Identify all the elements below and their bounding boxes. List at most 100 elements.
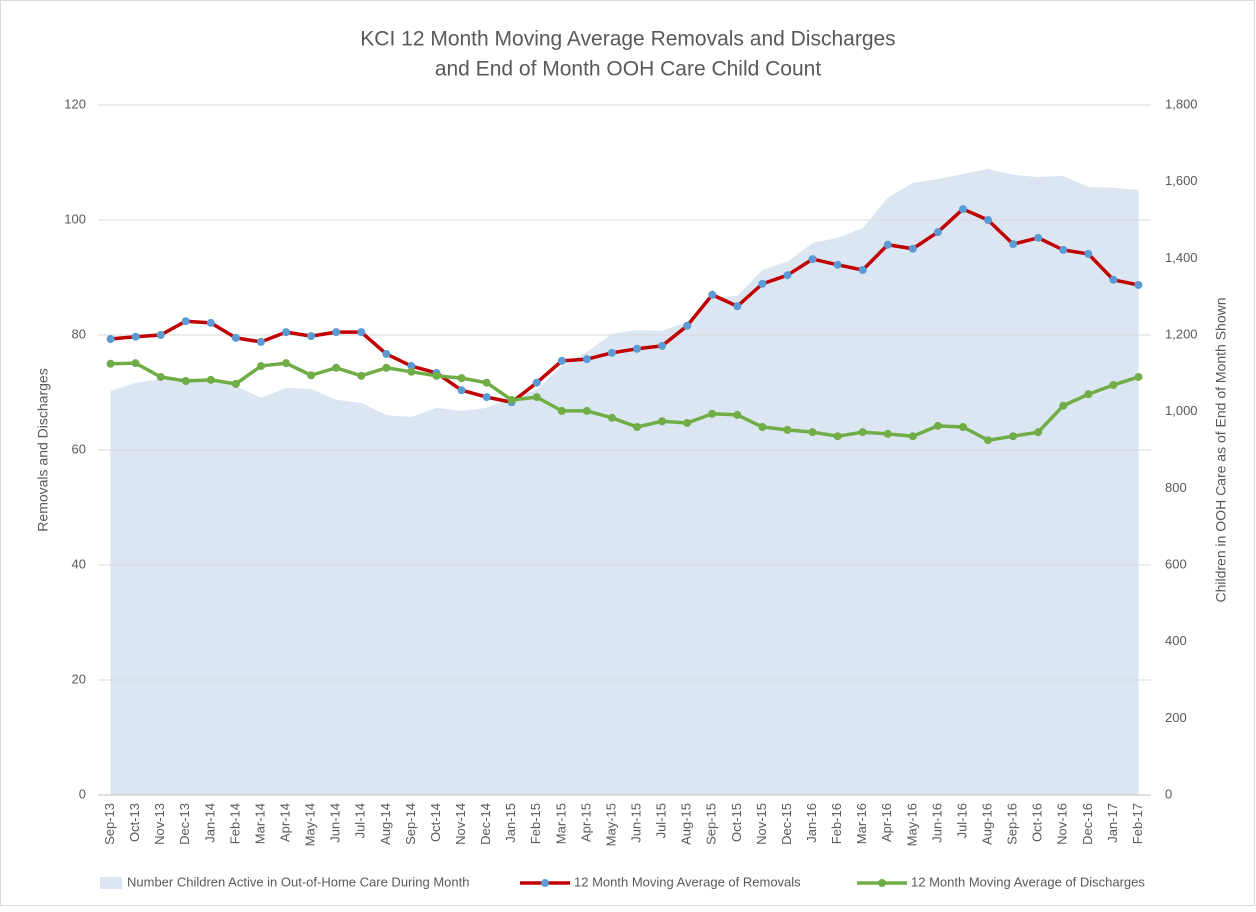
- marker: [883, 240, 892, 249]
- marker: [808, 428, 817, 437]
- marker: [908, 244, 917, 253]
- x-tick-label: Aug-16: [979, 803, 994, 845]
- marker: [256, 337, 265, 346]
- y2-tick-label: 1,000: [1165, 403, 1198, 418]
- marker: [256, 362, 265, 371]
- x-tick-label: Nov-14: [453, 803, 468, 845]
- marker: [758, 279, 767, 288]
- marker: [181, 377, 190, 385]
- x-tick-label: Aug-15: [679, 803, 694, 845]
- legend-label: Number Children Active in Out-of-Home Ca…: [127, 874, 469, 889]
- x-tick-label: Nov-13: [152, 803, 167, 845]
- marker: [332, 328, 341, 337]
- marker: [658, 417, 667, 426]
- marker: [658, 341, 667, 350]
- marker: [1134, 372, 1143, 381]
- marker: [933, 228, 942, 237]
- marker: [457, 386, 466, 395]
- legend-label: 12 Month Moving Average of Removals: [574, 874, 801, 889]
- line: [110, 207, 1139, 405]
- x-tick-label: Jun-16: [929, 803, 944, 843]
- marker: [582, 406, 591, 415]
- marker: [1059, 245, 1068, 254]
- y2-tick-label: 600: [1165, 556, 1187, 571]
- y-tick-label: 80: [72, 326, 86, 341]
- marker: [1084, 249, 1093, 258]
- y2-tick-label: 1,800: [1165, 96, 1198, 111]
- x-tick-label: Dec-16: [1080, 803, 1095, 845]
- marker: [783, 271, 792, 280]
- marker: [984, 436, 993, 445]
- marker: [206, 318, 215, 327]
- x-tick-label: Sep-16: [1005, 803, 1020, 845]
- marker: [733, 302, 742, 311]
- marker: [357, 328, 366, 337]
- legend-marker: [878, 879, 886, 887]
- marker: [733, 410, 742, 419]
- x-tick-label: Nov-16: [1055, 803, 1070, 845]
- marker: [833, 260, 842, 269]
- marker: [1034, 233, 1043, 242]
- x-tick-label: Mar-14: [252, 803, 267, 844]
- marker: [382, 363, 391, 372]
- x-tick-label: Apr-15: [578, 803, 593, 842]
- marker: [858, 266, 867, 275]
- x-tick-label: Aug-14: [378, 803, 393, 845]
- x-tick-label: Jul-14: [353, 803, 368, 838]
- x-tick-label: Apr-16: [879, 803, 894, 842]
- x-tick-label: Jan-17: [1105, 803, 1120, 843]
- x-tick-label: May-15: [603, 803, 618, 846]
- marker: [457, 374, 466, 383]
- marker: [633, 423, 642, 431]
- marker: [482, 378, 491, 387]
- x-tick-label: Jul-16: [954, 803, 969, 838]
- marker: [1109, 275, 1118, 284]
- chart-title: and End of Month OOH Care Child Count: [435, 58, 822, 81]
- x-tick-label: Oct-16: [1030, 803, 1045, 842]
- x-tick-label: Feb-17: [1130, 803, 1145, 844]
- x-tick-label: Jan-15: [503, 803, 518, 843]
- marker: [106, 335, 115, 344]
- y2-tick-label: 1,400: [1165, 250, 1198, 265]
- y2-tick-label: 800: [1165, 480, 1187, 495]
- marker: [984, 216, 993, 224]
- marker: [382, 349, 391, 358]
- marker: [206, 375, 215, 384]
- marker: [1084, 390, 1093, 399]
- y-tick-label: 60: [72, 441, 86, 456]
- marker: [106, 359, 115, 368]
- marker: [933, 421, 942, 430]
- x-tick-label: Sep-15: [704, 803, 719, 845]
- y2-tick-label: 0: [1165, 786, 1172, 801]
- marker: [582, 355, 591, 364]
- marker: [708, 409, 717, 418]
- chart-title: KCI 12 Month Moving Average Removals and…: [360, 28, 895, 51]
- y2-tick-label: 400: [1165, 633, 1187, 648]
- legend-label: 12 Month Moving Average of Discharges: [911, 874, 1145, 889]
- line-layer: [106, 205, 1143, 445]
- y-tick-label: 0: [79, 786, 86, 801]
- marker: [783, 425, 792, 434]
- legend-marker: [541, 879, 549, 887]
- marker: [532, 393, 541, 402]
- marker: [557, 406, 566, 415]
- marker: [683, 321, 692, 330]
- marker: [1134, 280, 1143, 289]
- x-tick-label: Sep-13: [102, 803, 117, 845]
- x-tick-label: Apr-14: [277, 803, 292, 842]
- y-tick-label: 20: [72, 671, 86, 686]
- marker: [708, 290, 717, 299]
- x-tick-label: Feb-16: [829, 803, 844, 844]
- x-tick-label: Dec-14: [478, 803, 493, 845]
- x-tick-label: Oct-14: [428, 803, 443, 842]
- marker: [131, 359, 140, 368]
- marker: [307, 371, 316, 380]
- marker: [432, 371, 441, 380]
- marker: [1009, 432, 1018, 441]
- x-tick-label: Jan-14: [202, 803, 217, 843]
- area: [110, 169, 1139, 795]
- marker: [231, 379, 240, 388]
- marker: [532, 378, 541, 387]
- y2-axis-title: Children in OOH Care as of End of Month …: [1213, 297, 1229, 602]
